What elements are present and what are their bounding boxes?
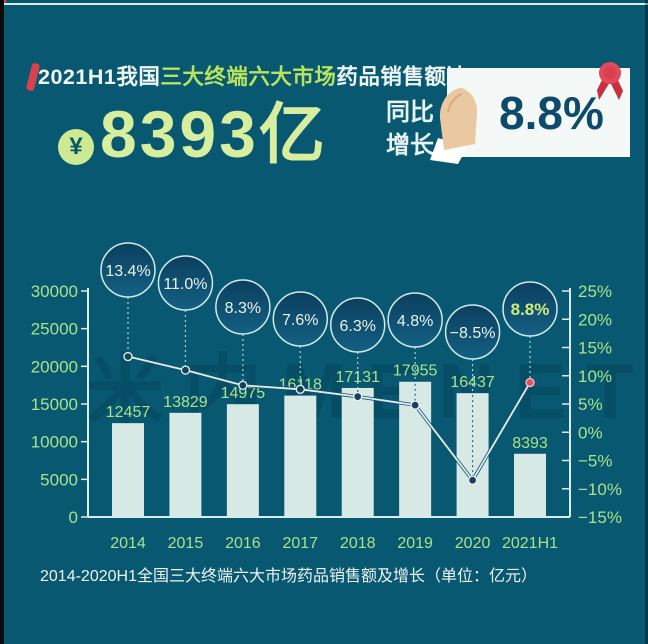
- growth-bubble-2016: [215, 279, 271, 335]
- bar-value-label: 8393: [512, 435, 548, 452]
- growth-bubble-2018: [329, 297, 386, 353]
- headline-prefix: 2021H1我国: [38, 65, 161, 89]
- headline-suffix: 药品销售额达: [336, 65, 469, 89]
- right-axis-tick-label: 5%: [578, 395, 603, 414]
- growth-line: [127, 355, 531, 482]
- growth-bubble-label: 11.0%: [163, 276, 207, 293]
- right-edge-strip: [645, 0, 648, 644]
- line-marker: [353, 392, 363, 402]
- ribbon-award-icon: [597, 62, 623, 100]
- growth-bubble-label: −8.5%: [450, 325, 496, 342]
- x-axis-label-2021H1: 2021H1: [502, 535, 558, 552]
- left-axis-tick-label: 15000: [31, 395, 78, 414]
- growth-bubble-label: 6.3%: [339, 318, 375, 335]
- bar-value-label: 17955: [393, 363, 438, 380]
- x-axis-label-2020: 2020: [455, 535, 491, 552]
- left-axis-tick-label: 5000: [40, 470, 78, 489]
- line-marker: [295, 384, 305, 394]
- left-axis-tick-label: 30000: [31, 282, 78, 301]
- hand-icon: [430, 88, 478, 164]
- x-axis-label-2018: 2018: [340, 535, 376, 552]
- right-axis-tick-label: −5%: [578, 452, 613, 471]
- right-axis-tick-label: 0%: [578, 423, 603, 442]
- x-axis-label-2014: 2014: [110, 535, 146, 552]
- left-axis-tick-label: 10000: [31, 433, 78, 452]
- yoy-value: 8.8%: [499, 86, 604, 139]
- bar-value-label: 14975: [221, 385, 266, 402]
- bar-2018: [341, 387, 374, 517]
- total-value: 8393亿: [100, 97, 328, 171]
- growth-bubble-label: 13.4%: [105, 263, 150, 280]
- line-marker: [123, 351, 133, 362]
- x-axis-label-2015: 2015: [168, 535, 204, 552]
- yoy-label: 同比 增长: [386, 96, 434, 162]
- right-axis-tick-label: 10%: [578, 367, 612, 386]
- headline: 2021H1我国三大终端六大市场药品销售额达: [38, 60, 468, 91]
- top-border-line: [0, 3, 648, 5]
- right-axis-tick-label: 15%: [578, 339, 612, 358]
- headline-highlight: 三大终端六大市场: [160, 65, 337, 89]
- bar-2014: [112, 423, 144, 517]
- right-axis-tick-label: −10%: [578, 480, 622, 499]
- total-sales-figure: ¥ 8393亿: [58, 96, 328, 172]
- bar-2015: [169, 412, 202, 517]
- left-axis-tick-label: 0: [69, 508, 78, 527]
- right-axis-tick-label: −15%: [578, 508, 622, 527]
- bar-value-label: 16437: [450, 374, 495, 391]
- yuan-icon: ¥: [58, 129, 94, 165]
- line-marker: [180, 365, 191, 375]
- left-edge-strip: [0, 0, 4, 644]
- x-axis-label-2016: 2016: [225, 535, 261, 552]
- left-axis-tick-label: 25000: [31, 320, 78, 339]
- growth-bubble-label: 4.8%: [397, 313, 433, 330]
- bar-2017: [284, 395, 317, 517]
- growth-bubble-2021H1: [502, 281, 558, 337]
- yoy-label-line2: 增长: [386, 132, 434, 159]
- sales-growth-chart: 米内MENET124571382914975161181713117955164…: [31, 242, 634, 552]
- growth-bubble-2015: [157, 255, 214, 311]
- growth-bubble-label: 8.3%: [225, 300, 261, 317]
- bar-2021H1: [514, 453, 547, 517]
- line-marker-last: [525, 377, 535, 388]
- x-axis-label-2019: 2019: [397, 535, 433, 552]
- bar-value-label: 12457: [106, 404, 151, 421]
- growth-bubble-2014: [100, 242, 156, 298]
- bar-value-label: 13829: [163, 394, 208, 411]
- x-axis-label-2017: 2017: [282, 535, 318, 552]
- yoy-label-line1: 同比: [386, 99, 434, 126]
- line-marker: [410, 400, 420, 410]
- growth-bubble-2017: [272, 291, 329, 347]
- line-marker: [467, 475, 478, 485]
- chart-caption: 2014-2020H1全国三大终端六大市场药品销售额及增长（单位：亿元）: [40, 568, 537, 585]
- right-axis-tick-label: 20%: [578, 310, 612, 329]
- growth-bubble-2019: [387, 292, 443, 348]
- bar-2016: [226, 404, 259, 517]
- growth-bubble-label: 7.6%: [282, 312, 318, 329]
- line-marker: [238, 380, 248, 391]
- axes: 0 5000 10000 15000 20000 25000 30000 −15% −10% −5…: [31, 282, 622, 527]
- growth-bubble-label: 8.8%: [511, 300, 550, 319]
- right-axis-tick-label: 25%: [578, 282, 612, 301]
- growth-bubble-2020: [444, 304, 501, 360]
- left-axis-tick-label: 20000: [31, 357, 78, 376]
- yoy-growth-card: 8.8%: [447, 68, 630, 157]
